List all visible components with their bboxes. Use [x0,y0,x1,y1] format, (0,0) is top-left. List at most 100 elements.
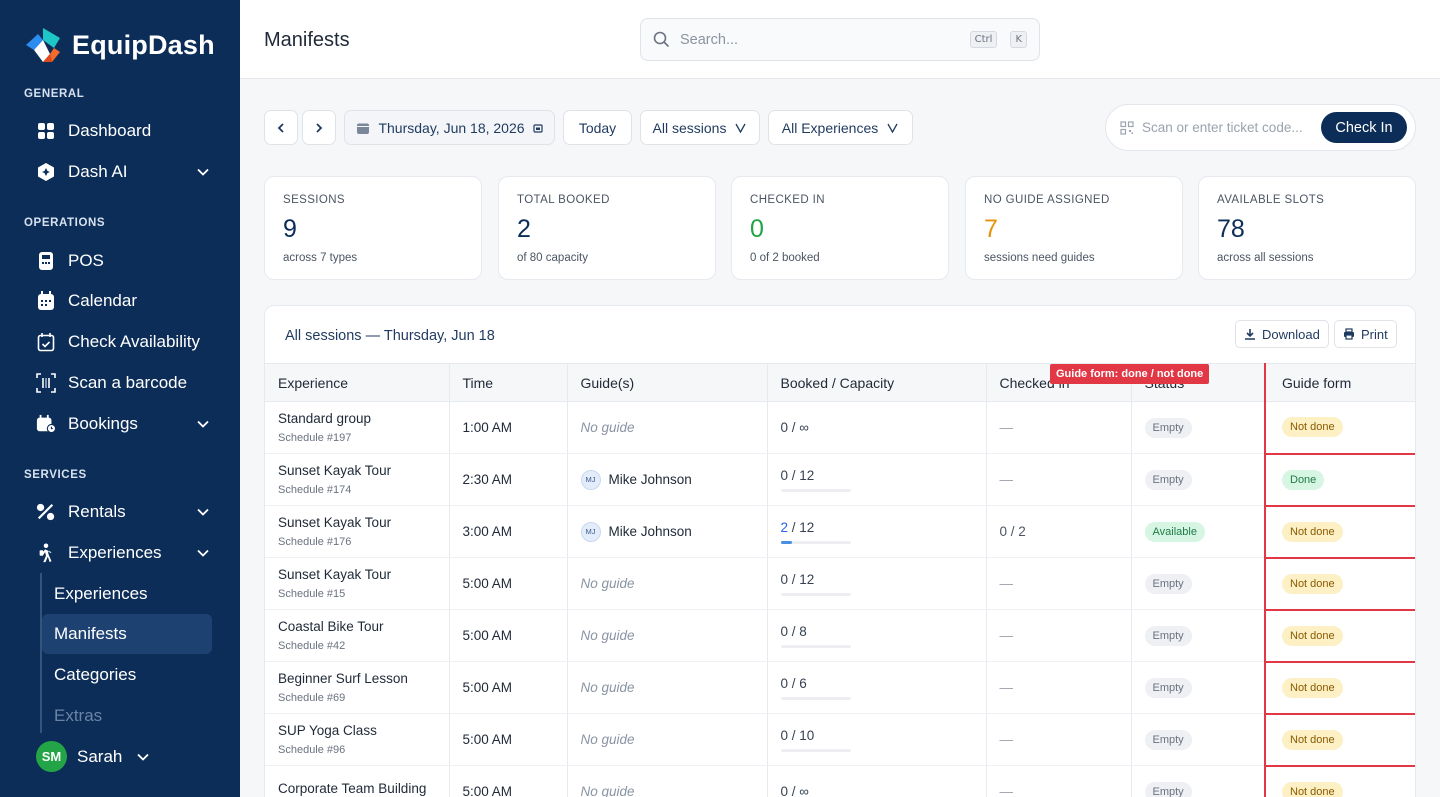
sidebar-item-experiences[interactable]: Experiences [36,535,216,571]
table-row[interactable]: Beginner Surf Lesson Schedule #69 5:00 AM… [265,661,1415,715]
sidebar-subitem-experiences[interactable]: Experiences [54,584,148,603]
table-row[interactable]: SUP Yoga Class Schedule #96 5:00 AM No gu… [265,713,1415,767]
cell-guide-form[interactable]: Not done [1264,557,1415,611]
sidebar-subitem-categories[interactable]: Categories [54,665,137,684]
cell-guide-form[interactable]: Not done [1264,765,1415,797]
no-guide-text: No guide [580,680,635,695]
capacity-bar [780,592,851,596]
experience-name: Sunset Kayak Tour [278,567,392,582]
experiences-filter[interactable]: All Experiences [768,110,913,145]
print-button[interactable]: Print [1334,320,1397,348]
guide-form-badge[interactable]: Not done [1282,417,1343,438]
sidebar-item-dash-ai[interactable]: Dash AI [36,154,216,190]
sidebar-item-dashboard[interactable]: Dashboard [36,113,216,149]
guide-form-badge[interactable]: Not done [1282,781,1343,797]
cell-experience[interactable]: Coastal Bike Tour Schedule #42 [265,609,450,662]
status-badge: Empty [1144,677,1192,698]
sidebar-item-check-availability[interactable]: Check Availability [36,324,216,360]
cell-status: Empty [1131,661,1266,714]
cell-experience[interactable]: Sunset Kayak Tour Schedule #15 [265,557,450,610]
download-button[interactable]: Download [1235,320,1329,348]
sidebar-subitem-manifests[interactable]: Manifests [42,614,212,654]
cell-guides[interactable]: No guide [567,557,768,610]
table-row[interactable]: Sunset Kayak Tour Schedule #15 5:00 AM No… [265,557,1415,611]
column-header-experience[interactable]: Experience [265,363,450,402]
booked-capacity-text: 0 / 12 [780,571,815,587]
sidebar-item-calendar[interactable]: Calendar [36,283,216,319]
stat-card-checked-in: CHECKED IN 0 0 of 2 booked [731,176,949,280]
check-in-button[interactable]: Check In [1321,112,1407,143]
cell-status: Available [1131,505,1266,558]
guide-form-badge[interactable]: Not done [1282,729,1343,750]
ticket-code-input[interactable]: Scan or enter ticket code... [1142,120,1303,135]
guide-avatar: MJ [580,469,601,490]
sessions-filter-value: All sessions [652,119,727,136]
guide-form-badge[interactable]: Not done [1282,521,1343,542]
prev-day-button[interactable] [264,110,298,145]
cell-guides[interactable]: MJ Mike Johnson [567,505,768,558]
guide-form-badge[interactable]: Not done [1282,573,1343,594]
rentals-icon [36,502,56,522]
selected-date: Thursday, Jun 18, 2026 [378,119,525,136]
cell-experience[interactable]: Standard group Schedule #197 [265,401,450,454]
ai-icon [36,162,56,182]
stat-value: 2 [517,215,531,243]
sidebar-item-label: Bookings [68,414,138,433]
no-guide-text: No guide [580,628,635,643]
cell-guides[interactable]: No guide [567,713,768,766]
stat-label: CHECKED IN [750,194,825,206]
guide-avatar: MJ [580,521,601,542]
today-button[interactable]: Today [563,110,632,145]
table-row[interactable]: Corporate Team Building 5:00 AM No guide… [265,765,1415,797]
guide-assigned[interactable]: MJ Mike Johnson [580,521,767,542]
guide-form-badge[interactable]: Done [1282,469,1325,490]
column-header-time[interactable]: Time [449,363,568,402]
sidebar-item-scan-barcode[interactable]: Scan a barcode [36,365,216,401]
table-row[interactable]: Sunset Kayak Tour Schedule #176 3:00 AM M… [265,505,1415,559]
section-general: GENERAL [24,88,85,100]
user-menu[interactable]: SM Sarah [36,741,150,772]
table-row[interactable]: Standard group Schedule #197 1:00 AM No g… [265,401,1415,455]
booked-capacity-text: 0 / 6 [780,675,807,691]
column-header-guide-form[interactable]: Guide form [1264,363,1415,402]
cell-guide-form[interactable]: Not done [1264,713,1415,767]
capacity-count: ∞ [799,420,809,435]
next-day-button[interactable] [302,110,336,145]
guide-form-badge[interactable]: Not done [1282,677,1343,698]
cell-status: Empty [1131,765,1266,797]
cell-experience[interactable]: SUP Yoga Class Schedule #96 [265,713,450,766]
cell-guide-form[interactable]: Not done [1264,401,1415,455]
cell-checked-in: — [986,557,1132,610]
sidebar-subitem-extras[interactable]: Extras [54,706,103,725]
sidebar-item-rentals[interactable]: Rentals [36,494,216,530]
sidebar-item-bookings[interactable]: Bookings [36,406,216,442]
cell-guides[interactable]: No guide [567,401,768,454]
sessions-filter[interactable]: All sessions [640,110,760,145]
sidebar-item-pos[interactable]: POS [36,243,216,279]
stat-value: 7 [984,215,998,243]
search-input[interactable]: Search... Ctrl K [640,18,1040,61]
guide-assigned[interactable]: MJ Mike Johnson [580,469,767,490]
table-row[interactable]: Sunset Kayak Tour Schedule #174 2:30 AM M… [265,453,1415,507]
cell-guide-form[interactable]: Not done [1264,609,1415,663]
cell-guides[interactable]: No guide [567,765,768,797]
cell-experience[interactable]: Sunset Kayak Tour Schedule #176 [265,505,450,558]
capacity-count: ∞ [799,784,809,797]
table-row[interactable]: Coastal Bike Tour Schedule #42 5:00 AM No… [265,609,1415,663]
cell-experience[interactable]: Beginner Surf Lesson Schedule #69 [265,661,450,714]
cell-time: 5:00 AM [449,609,568,662]
date-picker[interactable]: Thursday, Jun 18, 2026 [344,110,555,145]
cell-guides[interactable]: MJ Mike Johnson [567,453,768,506]
cell-guide-form[interactable]: Not done [1264,505,1415,559]
column-header-booked-capacity[interactable]: Booked / Capacity [767,363,987,402]
cell-experience[interactable]: Sunset Kayak Tour Schedule #174 [265,453,450,506]
column-header-guides[interactable]: Guide(s) [567,363,768,402]
cell-guide-form[interactable]: Done [1264,453,1415,507]
cell-guides[interactable]: No guide [567,661,768,714]
app-logo[interactable]: EquipDash [24,26,215,64]
cell-experience[interactable]: Corporate Team Building [265,765,450,797]
cell-guide-form[interactable]: Not done [1264,661,1415,715]
cell-guides[interactable]: No guide [567,609,768,662]
cell-booked-capacity: 0 / 8 [767,609,987,662]
guide-form-badge[interactable]: Not done [1282,625,1343,646]
